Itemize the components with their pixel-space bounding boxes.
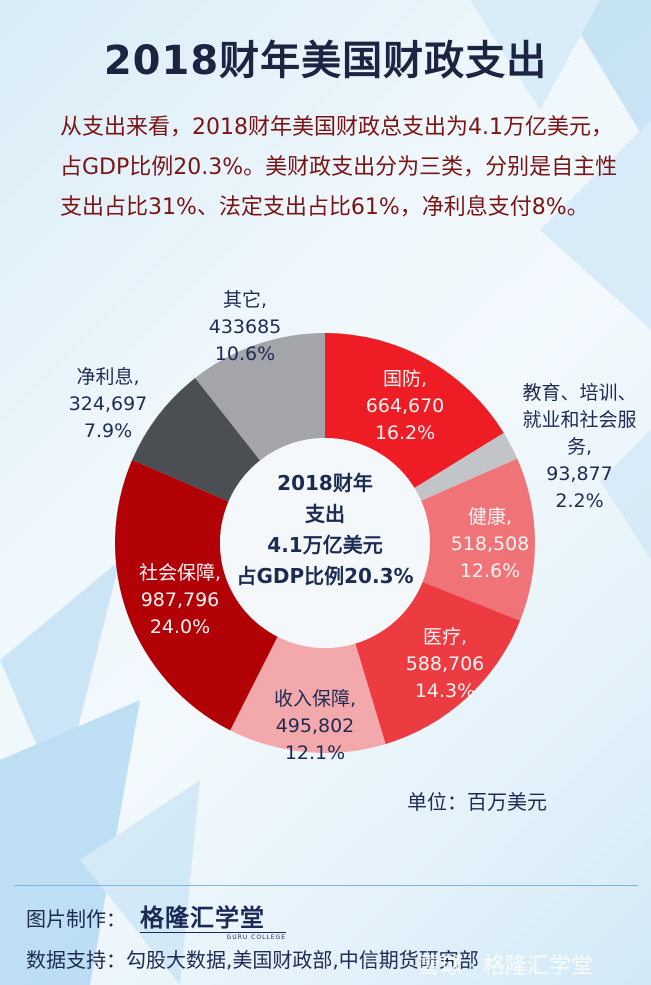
- donut-slice: [325, 333, 504, 488]
- donut-slice: [414, 432, 518, 501]
- center-line-3: 4.1万亿美元: [267, 533, 383, 557]
- slice-label-other: 其它, 433685 10.6%: [208, 289, 282, 365]
- donut-slice: [421, 458, 535, 621]
- intro-paragraph: 从支出来看，2018财年美国财政总支出为4.1万亿美元，占GDP比例20.3%。…: [60, 115, 618, 220]
- center-line-4: 占GDP比例20.3%: [236, 564, 414, 588]
- donut-center-label: 2018财年 支出 4.1万亿美元 占GDP比例20.3%: [225, 468, 425, 592]
- slice-label-health: 健康, 518,508 12.6%: [450, 506, 530, 582]
- credit-label: 图片制作：: [26, 907, 126, 931]
- slice-label-social-security: 社会保障, 987,796 24.0%: [138, 562, 222, 638]
- center-line-2: 支出: [305, 502, 345, 526]
- donut-hole: [220, 438, 430, 648]
- donut-slice: [230, 636, 386, 753]
- slice-label-defense: 国防, 664,670 16.2%: [365, 368, 445, 444]
- brand-logo: 格隆汇学堂: [140, 904, 265, 932]
- donut-slice: [355, 581, 521, 745]
- slice-label-medicare: 医疗, 588,706 14.3%: [405, 626, 485, 702]
- slice-label-net-interest: 净利息, 324,697 7.9%: [68, 366, 148, 442]
- brand-logo-subtitle: GURU COLLEGE: [140, 932, 286, 941]
- donut-slice: [132, 377, 261, 502]
- footer-divider: [14, 885, 638, 886]
- center-line-1: 2018财年: [277, 471, 373, 495]
- data-source: 数据支持：勾股大数据,美国财政部,中信期货研究部: [26, 948, 479, 972]
- unit-label: 单位：百万美元: [407, 790, 547, 814]
- slice-label-income-security: 收入保障, 495,802 12.1%: [273, 688, 357, 764]
- slice-label-education: 教育、培训、就业和社会服务, 93,877 2.2%: [522, 382, 637, 512]
- watermark: 雪球 · 格隆汇学堂: [418, 954, 593, 979]
- donut-slice: [115, 459, 278, 731]
- donut-slice: [195, 333, 325, 461]
- page-title: 2018财年美国财政支出: [103, 38, 548, 84]
